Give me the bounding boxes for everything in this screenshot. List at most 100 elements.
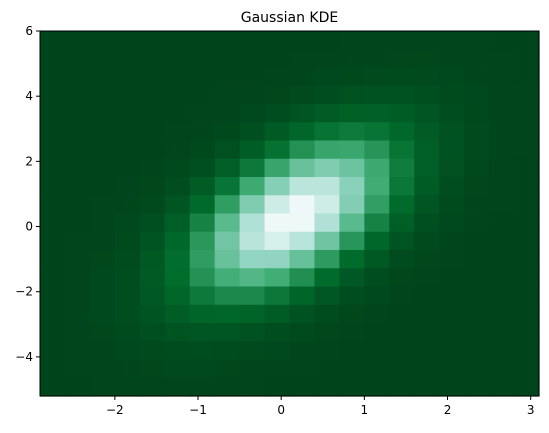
heatmap-cell [214,104,241,123]
heatmap-cell [189,67,216,87]
heatmap-cell [89,104,116,123]
heatmap-cell [139,250,166,269]
heatmap-cell [64,341,91,361]
heatmap-cell [64,122,91,142]
heatmap-cell [414,195,440,215]
heatmap-cell [189,195,216,215]
heatmap-cell [114,177,141,196]
heatmap-cell [164,213,191,233]
heatmap-cell [214,323,241,342]
heatmap-cell [389,67,415,87]
heatmap-cell [314,286,340,306]
heatmap-cell [64,323,91,342]
heatmap-cell [264,341,291,361]
heatmap-cell [164,195,191,215]
heatmap-cell [414,31,440,50]
heatmap-cell [464,31,490,50]
heatmap-cell [40,359,66,379]
heatmap-cell [314,268,340,288]
heatmap-cell [489,49,515,69]
heatmap-cell [464,268,490,288]
heatmap-cell [414,341,440,361]
heatmap-cell [189,177,216,196]
heatmap-cell [389,140,415,160]
heatmap-cell [139,377,166,397]
heatmap-cell [414,377,440,397]
heatmap-cell [64,359,91,379]
heatmap-cell [489,377,515,397]
heatmap-cell [264,122,291,142]
heatmap-cell [339,67,365,87]
heatmap-cell [114,250,141,269]
heatmap-cell [289,122,316,142]
x-tick-label: 3 [527,403,535,417]
heatmap-cell [389,323,415,342]
heatmap-cell [40,177,66,196]
heatmap-cell [64,213,91,233]
heatmap-cell [439,286,465,306]
heatmap-cell [514,231,540,251]
heatmap-cell [264,140,291,160]
heatmap-cell [314,85,340,105]
heatmap-cell [364,323,390,342]
heatmap-cell [514,341,540,361]
heatmap-cell [339,304,365,324]
heatmap-cell [214,286,241,306]
heatmap-cell [164,323,191,342]
heatmap-cell [339,31,365,50]
heatmap-cell [289,377,316,397]
heatmap-cell [489,250,515,269]
heatmap-cell [489,286,515,306]
heatmap-cell [89,140,116,160]
heatmap-cell [439,250,465,269]
heatmap-cell [289,195,316,215]
heatmap-cell [239,104,266,123]
heatmap-cell [164,158,191,178]
heatmap-cell [189,377,216,397]
heatmap-cell [414,359,440,379]
heatmap-cell [289,341,316,361]
heatmap-cell [364,140,390,160]
heatmap-cell [464,158,490,178]
heatmap-cell [64,377,91,397]
heatmap-cell [239,195,266,215]
heatmap-cell [464,195,490,215]
heatmap-cell [439,341,465,361]
heatmap-cell [89,122,116,142]
heatmap-cell [114,213,141,233]
heatmap-cell [214,213,241,233]
heatmap-cell [114,377,141,397]
heatmap-cell [114,286,141,306]
heatmap-cell [264,49,291,69]
heatmap-cell [40,213,66,233]
heatmap-cell [89,231,116,251]
heatmap-cell [489,231,515,251]
heatmap-cell [189,140,216,160]
heatmap-cell [164,49,191,69]
heatmap-cell [339,49,365,69]
heatmap-cell [339,158,365,178]
heatmap-cell [40,122,66,142]
heatmap-cell [164,177,191,196]
heatmap-cell [414,286,440,306]
heatmap-cell [189,250,216,269]
heatmap-cell [364,85,390,105]
heatmap-cell [289,231,316,251]
heatmap-cell [214,67,241,87]
heatmap-cell [339,104,365,123]
heatmap-cell [389,104,415,123]
heatmap-cell [389,359,415,379]
heatmap-cell [89,377,116,397]
heatmap-cell [239,304,266,324]
heatmap-cell [40,49,66,69]
heatmap-cell [139,67,166,87]
heatmap-cell [464,67,490,87]
heatmap-cell [214,341,241,361]
heatmap-cell [139,286,166,306]
heatmap-cell [439,304,465,324]
heatmap-cell [439,104,465,123]
y-tick-label: −4 [15,350,33,364]
x-tick-label: 1 [361,403,369,417]
heatmap-cell [364,341,390,361]
heatmap-cell [164,140,191,160]
